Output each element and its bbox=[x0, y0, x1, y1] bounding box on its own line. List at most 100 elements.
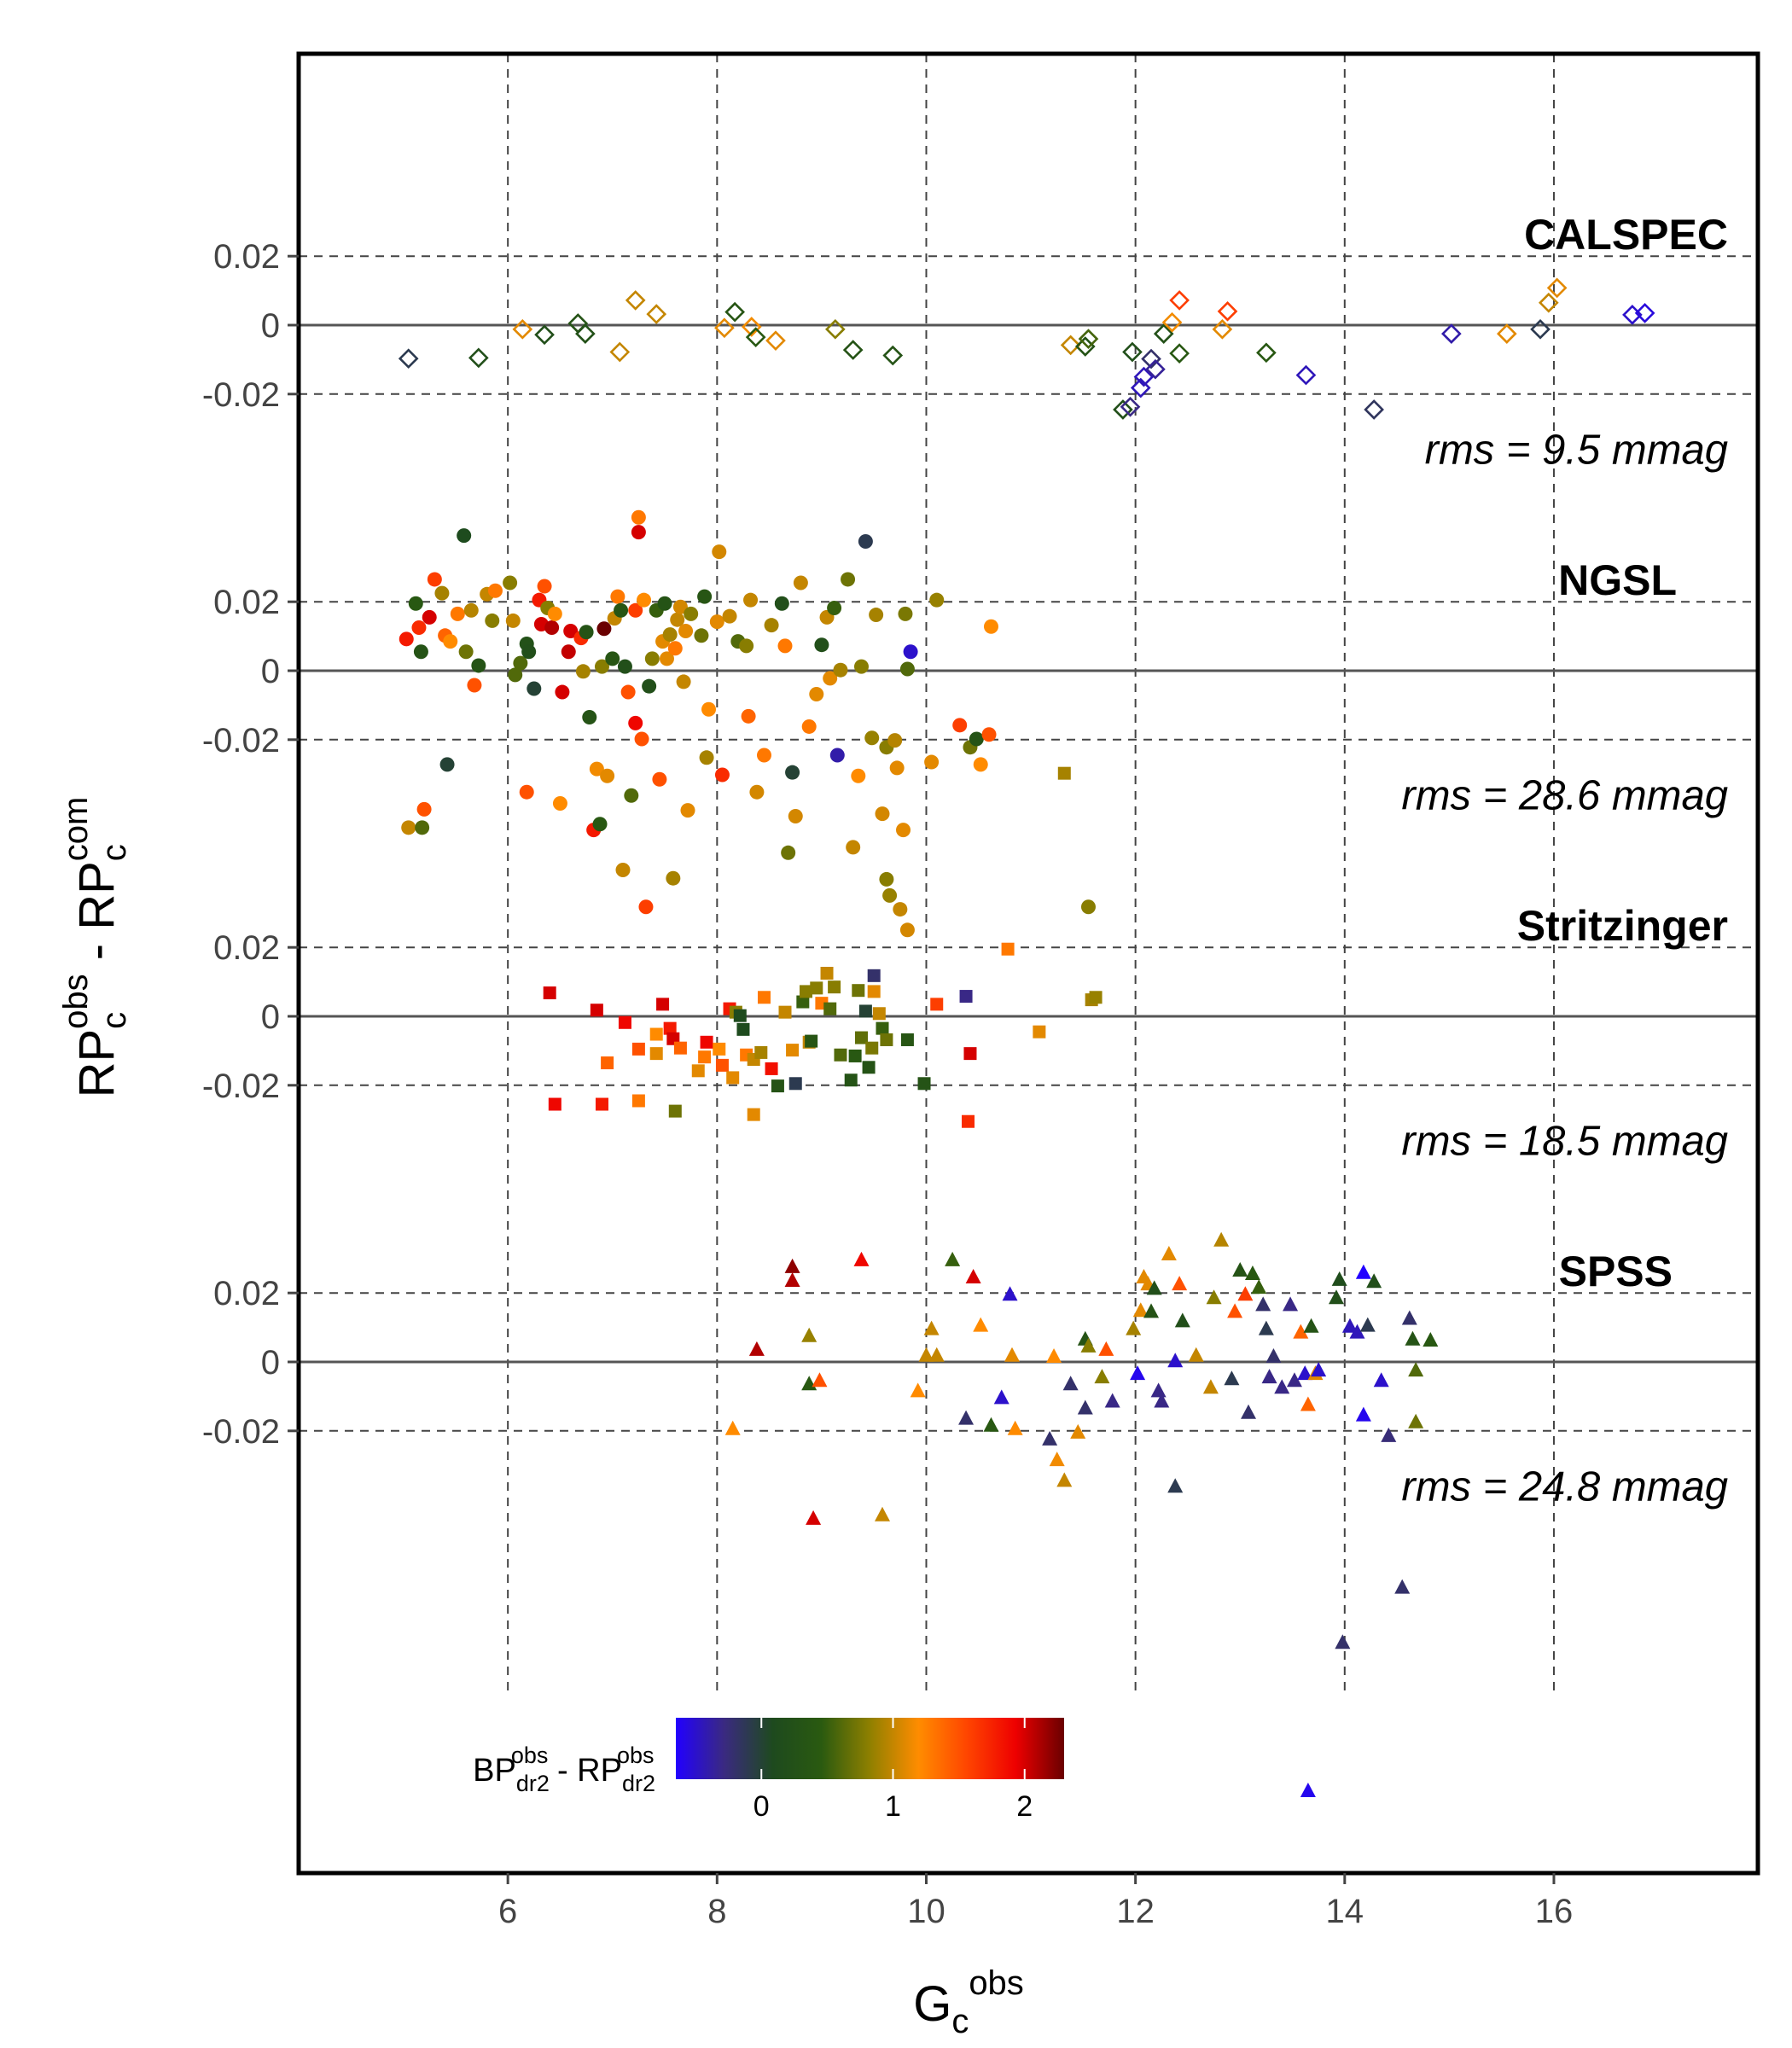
ngsl-point bbox=[422, 609, 437, 625]
spss-point bbox=[1150, 1382, 1167, 1398]
stritzinger-point bbox=[713, 1042, 726, 1056]
ngsl-point bbox=[714, 767, 730, 783]
ngsl-point bbox=[896, 823, 911, 838]
spss-point bbox=[1080, 1337, 1097, 1353]
calspec-point bbox=[1169, 290, 1190, 311]
data-points bbox=[398, 277, 1655, 1797]
spss-point bbox=[1297, 1365, 1313, 1381]
y-axis: 0.02 0 -0.02 0.02 0 -0.02 0.02 0 -0.02 0.02 0 -0.02 bbox=[202, 238, 299, 1451]
ngsl-point bbox=[774, 596, 789, 611]
spss-point bbox=[1329, 1289, 1344, 1305]
calspec-point bbox=[1161, 311, 1183, 333]
spss-point bbox=[812, 1372, 828, 1388]
ngsl-point bbox=[846, 840, 861, 855]
ngsl-point bbox=[544, 620, 560, 635]
ngsl-point bbox=[785, 765, 800, 780]
spss-point bbox=[1172, 1276, 1188, 1291]
spss-point bbox=[1077, 1399, 1093, 1415]
ngsl-point bbox=[624, 788, 639, 803]
ngsl-point bbox=[644, 651, 660, 666]
x-tick-label: 16 bbox=[1535, 1893, 1574, 1930]
colorbar: BPdr2obs - RPdr2obs 0 1 2 bbox=[473, 1718, 1064, 1823]
ngsl-point bbox=[858, 534, 873, 549]
ngsl-point bbox=[875, 806, 890, 822]
stritzinger-point bbox=[757, 991, 771, 1004]
ngsl-point bbox=[467, 678, 482, 693]
spss-point bbox=[1355, 1264, 1371, 1279]
stritzinger-point bbox=[1057, 766, 1071, 780]
ngsl-point bbox=[637, 592, 652, 608]
ngsl-point bbox=[827, 600, 842, 615]
spss-point bbox=[965, 1269, 981, 1284]
calspec-point bbox=[468, 347, 489, 369]
ngsl-point bbox=[709, 614, 724, 630]
spss-point bbox=[1002, 1286, 1018, 1301]
spss-point bbox=[1042, 1430, 1058, 1446]
stritzinger-point bbox=[736, 1022, 750, 1036]
ngsl-point bbox=[508, 667, 523, 683]
ngsl-point bbox=[801, 719, 817, 734]
ngsl-point bbox=[399, 631, 414, 647]
ngsl-point bbox=[610, 589, 625, 604]
spss-point bbox=[1255, 1296, 1271, 1312]
ngsl-point bbox=[458, 644, 474, 660]
rms-label: rms = 18.5 mmag bbox=[1401, 1118, 1728, 1164]
spss-point bbox=[1258, 1320, 1274, 1335]
stritzinger-point bbox=[715, 1058, 729, 1072]
spss-point bbox=[724, 1420, 741, 1435]
spss-point bbox=[1283, 1296, 1299, 1312]
y-tick-label: -0.02 bbox=[202, 722, 280, 759]
rms-label: rms = 24.8 mmag bbox=[1401, 1463, 1728, 1510]
ngsl-point bbox=[678, 624, 694, 639]
ngsl-point bbox=[666, 870, 681, 886]
spss-point bbox=[1401, 1310, 1417, 1325]
spss-point bbox=[1394, 1579, 1411, 1594]
stritzinger-point bbox=[548, 1097, 561, 1111]
stritzinger-point bbox=[959, 990, 973, 1004]
ngsl-point bbox=[605, 651, 620, 666]
stritzinger-point bbox=[872, 1007, 886, 1021]
ngsl-point bbox=[527, 681, 542, 696]
stritzinger-point bbox=[747, 1108, 760, 1121]
ngsl-point bbox=[973, 757, 988, 772]
ngsl-point bbox=[521, 644, 537, 660]
ngsl-point bbox=[434, 585, 450, 601]
ngsl-point bbox=[879, 871, 894, 887]
spss-point bbox=[1143, 1303, 1160, 1318]
spss-point bbox=[1161, 1245, 1177, 1260]
ngsl-point bbox=[749, 784, 765, 800]
spss-point bbox=[1070, 1423, 1086, 1439]
ngsl-point bbox=[899, 661, 915, 677]
ngsl-point bbox=[634, 731, 649, 747]
ngsl-point bbox=[439, 757, 455, 772]
panel-title: Stritzinger bbox=[1517, 902, 1728, 950]
spss-point bbox=[1132, 1302, 1149, 1318]
ngsl-point bbox=[899, 922, 915, 938]
spss-point bbox=[1146, 1280, 1162, 1295]
ngsl-point bbox=[617, 659, 632, 674]
stritzinger-point bbox=[733, 1009, 747, 1022]
stritzinger-point bbox=[854, 1031, 868, 1044]
calspec-point bbox=[534, 324, 555, 346]
ngsl-point bbox=[777, 638, 793, 654]
spss-point bbox=[1241, 1404, 1257, 1419]
ngsl-point bbox=[638, 899, 654, 915]
ngsl-point bbox=[981, 727, 997, 742]
calspec-point bbox=[1122, 341, 1143, 363]
y-tick-label: -0.02 bbox=[202, 376, 280, 414]
x-tick-label: 6 bbox=[498, 1893, 517, 1930]
ngsl-point bbox=[1080, 899, 1096, 915]
calspec-point bbox=[1496, 323, 1517, 344]
spss-point bbox=[1244, 1265, 1260, 1280]
spss-point bbox=[1049, 1452, 1065, 1467]
spss-point bbox=[1206, 1289, 1222, 1305]
stritzinger-point bbox=[865, 1041, 879, 1055]
spss-point bbox=[1213, 1231, 1230, 1247]
stritzinger-point bbox=[656, 998, 670, 1011]
spss-point bbox=[1408, 1413, 1424, 1428]
ngsl-point bbox=[427, 572, 442, 587]
ngsl-point bbox=[672, 599, 688, 614]
stritzinger-point bbox=[649, 1047, 663, 1061]
calspec-point bbox=[1133, 366, 1155, 387]
